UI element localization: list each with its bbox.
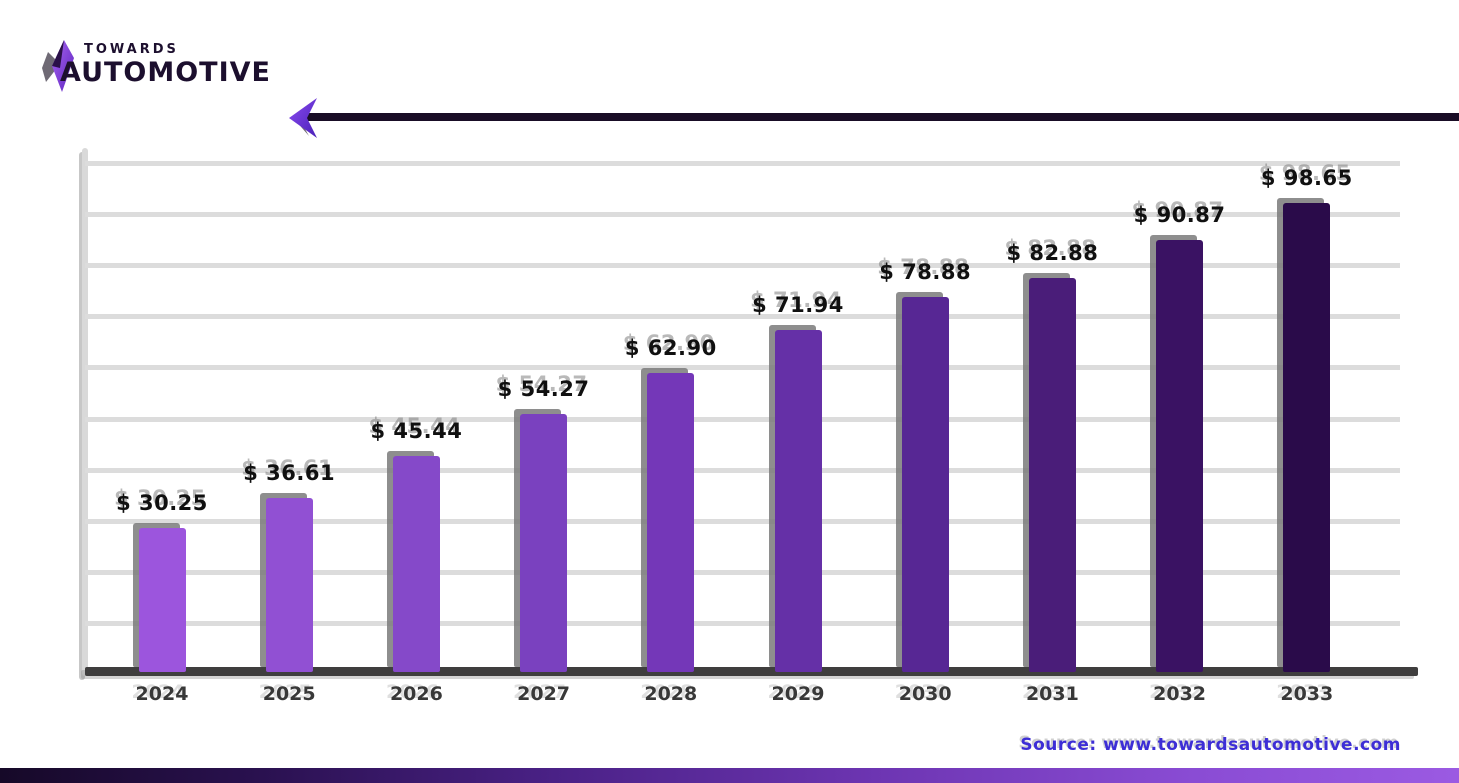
gridline (85, 365, 1400, 371)
gridline (85, 314, 1400, 320)
bar-value-label: $ 71.94 (752, 293, 844, 318)
bar-2024 (138, 528, 186, 672)
bar-value-label: $ 30.25 (116, 491, 208, 516)
x-axis-label: 2025 (262, 683, 316, 705)
bottom-gradient-bar (0, 768, 1459, 783)
gridline (85, 212, 1400, 218)
gridline (85, 161, 1400, 166)
x-axis-label: 2032 (1153, 683, 1207, 705)
bar-2032 (1156, 240, 1204, 672)
logo-text-bottom: AUTOMOTIVE (60, 57, 271, 88)
x-axis-label: 2024 (135, 683, 189, 705)
bar-2027 (520, 414, 568, 672)
bar-2026 (392, 456, 440, 672)
bar-2033 (1283, 203, 1331, 672)
logo-text-top: TOWARDS (84, 42, 179, 57)
x-axis-label: 2027 (517, 683, 571, 705)
x-axis-label: 2031 (1025, 683, 1079, 705)
bar-value-label: $ 54.27 (497, 377, 590, 402)
source-link[interactable]: Source: www.towardsautomotive.com (1020, 735, 1401, 755)
bar-2031 (1028, 278, 1076, 672)
bar-value-label: $ 82.88 (1006, 241, 1099, 266)
x-axis-label: 2033 (1280, 683, 1334, 705)
gridline (85, 263, 1400, 269)
gridline (85, 467, 1400, 473)
gridline (85, 416, 1400, 422)
trend-line (303, 113, 1459, 121)
brand-logo: TOWARDS AUTOMOTIVE (36, 36, 296, 96)
x-axis-label: 2030 (898, 683, 952, 705)
x-axis-label: 2029 (771, 683, 825, 705)
trend-arrow-icon (289, 98, 317, 138)
logo-kite-icon (42, 40, 74, 92)
x-axis-line (85, 667, 1418, 676)
gridline (85, 518, 1400, 524)
bar-2028 (647, 373, 695, 672)
bar-2030 (901, 297, 949, 672)
x-axis-label: 2028 (644, 683, 698, 705)
gridline (85, 569, 1400, 575)
gridline (85, 620, 1400, 626)
bar-2029 (774, 330, 822, 672)
bar-value-label: $ 45.44 (370, 419, 463, 443)
bar-value-label: $ 62.90 (624, 336, 717, 360)
bar-value-label: $ 78.88 (879, 260, 972, 285)
bar-2025 (265, 497, 313, 672)
y-axis-line (82, 148, 88, 676)
bar-value-label: $ 90.87 (1133, 203, 1226, 228)
bar-value-label: $ 98.65 (1260, 166, 1353, 191)
x-axis-label: 2026 (389, 683, 443, 705)
bar-value-label: $ 36.61 (243, 460, 336, 485)
